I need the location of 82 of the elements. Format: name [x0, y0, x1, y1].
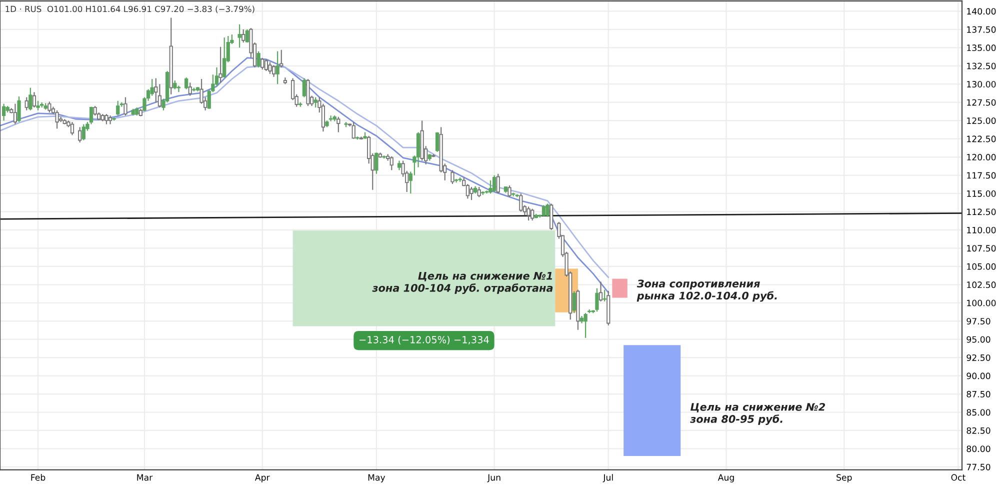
candlestick — [435, 132, 440, 152]
x-tick-label: Apr — [254, 474, 270, 482]
y-tick-label: 97.50 — [966, 318, 990, 324]
y-tick-label: 85.00 — [966, 409, 990, 416]
candlestick — [116, 100, 120, 116]
y-tick-label: 117.50 — [967, 172, 996, 179]
candlestick — [336, 116, 340, 133]
candlestick — [314, 96, 318, 108]
candlestick — [492, 174, 496, 193]
y-tick-label: 112.50 — [967, 208, 996, 216]
candlestick — [32, 92, 36, 108]
candlestick — [268, 62, 272, 74]
x-tick-label: Jun — [487, 474, 500, 482]
candlestick — [550, 203, 554, 231]
y-tick-label: 107.50 — [967, 245, 996, 252]
candlestick — [530, 208, 534, 222]
x-tick-label: Jul — [602, 474, 613, 482]
x-tick-label: Aug — [718, 474, 734, 482]
candlestick — [272, 64, 276, 78]
y-tick-label: 105.00 — [967, 263, 996, 270]
annotation: Цель на снижение №1 зона 100-104 руб. отработана — [372, 272, 553, 294]
candlestick — [36, 100, 40, 111]
y-tick-label: 125.00 — [967, 117, 996, 124]
y-tick-label: 140.00 — [967, 8, 996, 15]
x-tick-label: Feb — [31, 474, 46, 481]
y-tick-label: 87.50 — [966, 390, 990, 398]
y-tick-label: 132.50 — [967, 62, 996, 70]
y-tick-label: 77.50 — [966, 464, 990, 470]
candlestick — [218, 46, 222, 84]
candlestick — [488, 180, 492, 194]
candlestick — [222, 36, 226, 78]
candlestick — [245, 28, 249, 44]
candlestick — [260, 57, 264, 70]
candlestick — [306, 78, 310, 107]
candlestick — [55, 110, 59, 130]
y-tick-label: 102.50 — [967, 282, 996, 288]
candlestick — [104, 113, 108, 125]
y-tick-label: 100.00 — [967, 300, 996, 306]
x-tick-label: Mar — [137, 474, 153, 481]
candlestick — [2, 103, 6, 122]
candlestick — [93, 105, 97, 116]
y-tick-label: 130.00 — [967, 80, 996, 88]
y-tick-label: 90.00 — [966, 372, 990, 380]
candlestick — [584, 312, 588, 338]
x-tick-label: May — [368, 474, 386, 482]
annotation: Зона сопротивления рынка 102.0-104.0 руб. — [636, 280, 777, 302]
y-tick-label: 92.50 — [966, 354, 990, 361]
y-tick-label: 127.50 — [967, 99, 996, 106]
y-tick-label: 135.00 — [967, 44, 996, 52]
candlestick — [595, 288, 599, 312]
annotation: Цель на снижение №2 зона 80-95 руб. — [690, 402, 826, 426]
candlestick — [519, 192, 523, 212]
y-tick-label: 82.50 — [966, 427, 990, 434]
candlestick — [13, 103, 18, 125]
candlestick — [572, 290, 576, 314]
candlestick — [470, 186, 474, 201]
x-tick-label: Sep — [836, 474, 852, 482]
candlestick — [526, 206, 530, 222]
candlestick — [48, 101, 52, 114]
candlestick — [276, 50, 280, 85]
candlestick — [264, 58, 268, 72]
candlestick — [477, 186, 481, 198]
candlestick — [188, 82, 192, 96]
candlestick — [374, 152, 378, 174]
candlestick — [302, 78, 306, 98]
candlestick — [546, 203, 550, 218]
candlestick — [466, 183, 470, 200]
annotation: −13.34 (−12.05%) −1,334 — [360, 336, 489, 344]
x-tick-label: Oct — [951, 474, 966, 481]
y-tick-label: 115.00 — [967, 190, 996, 197]
y-tick-label: 137.50 — [967, 26, 996, 33]
candlestick — [82, 124, 86, 141]
candlestick — [280, 49, 284, 68]
y-tick-label: 95.00 — [966, 336, 990, 343]
y-tick-label: 120.00 — [967, 154, 996, 160]
annotation: 1D · RUS O101.00 H101.64 L96.91 C97.20 −3.83 (−3.79%) — [6, 6, 254, 14]
y-tick-label: 110.00 — [967, 226, 996, 234]
y-tick-label: 80.00 — [966, 446, 990, 452]
candlestick — [256, 50, 260, 68]
candlestick — [598, 281, 603, 302]
y-tick-label: 122.50 — [967, 136, 996, 142]
candlestick — [352, 121, 356, 140]
